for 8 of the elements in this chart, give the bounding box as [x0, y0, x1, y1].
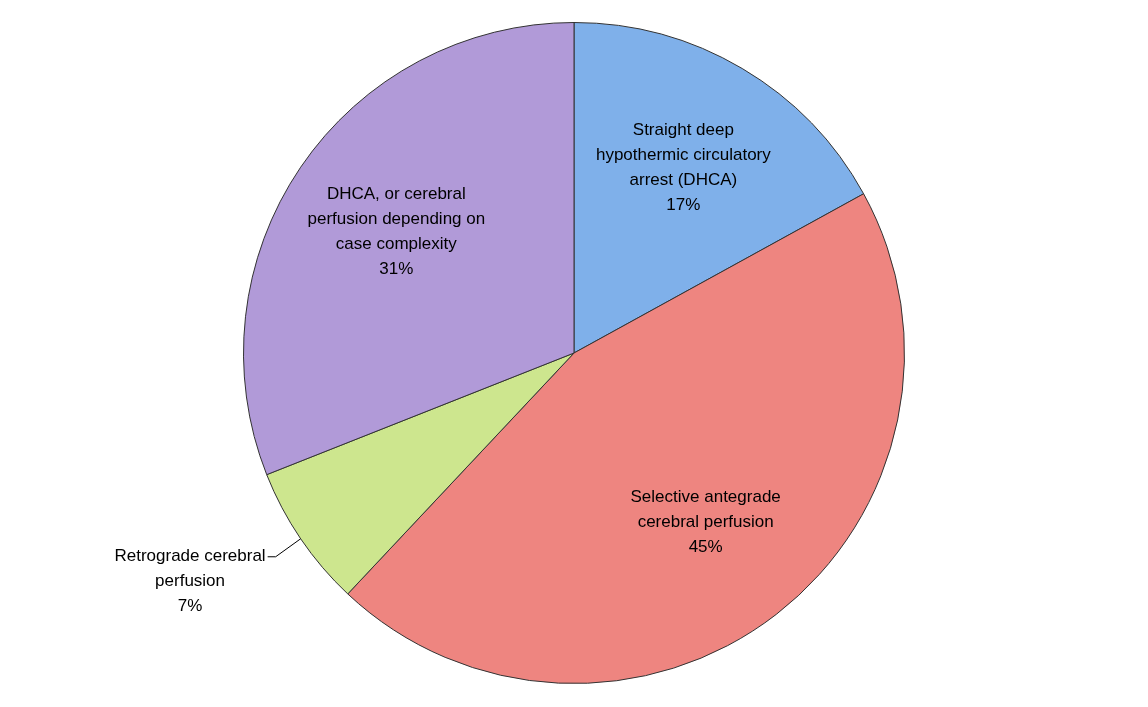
slice-label: Retrograde cerebral perfusion [114, 546, 266, 591]
slice-label: DHCA, or cerebral perfusion depending on case complexity [307, 184, 486, 254]
slice-label: Straight deep hypothermic circulatory arrest (DHCA) [595, 120, 772, 190]
data-label: 31% [379, 259, 414, 279]
data-label: 7% [177, 596, 203, 616]
data-label: 17% [666, 195, 701, 215]
data-label: 45% [688, 537, 723, 557]
slice-label: Selective antegrade cerebral perfusion [630, 487, 781, 532]
